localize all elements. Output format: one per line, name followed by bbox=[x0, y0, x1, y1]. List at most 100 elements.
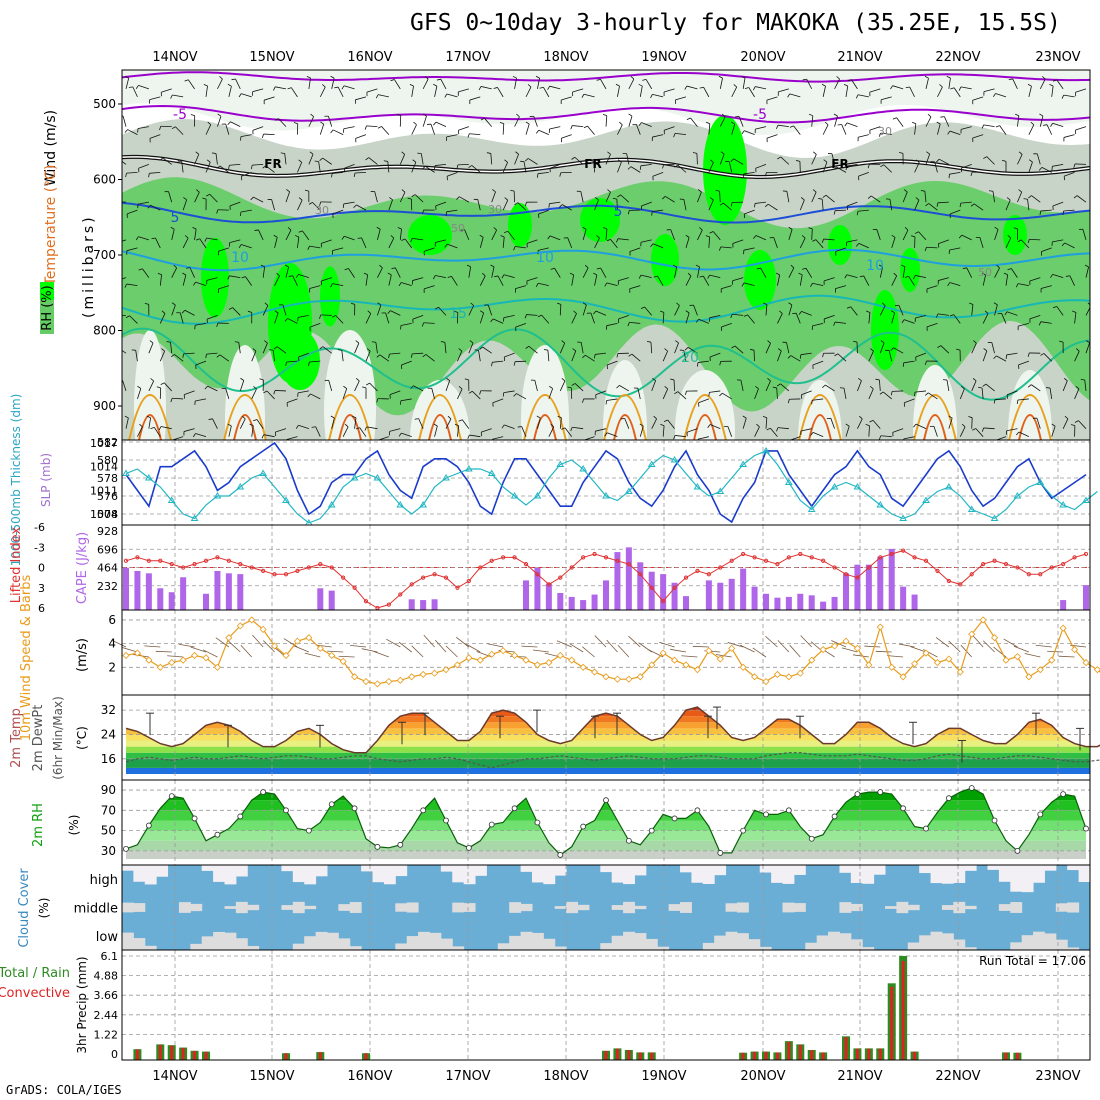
wind-barb bbox=[297, 390, 309, 394]
cape-bar bbox=[648, 571, 655, 610]
wind-barb-flag bbox=[1062, 210, 1064, 216]
wind-barb-flag bbox=[421, 322, 424, 327]
wind-barb-flag bbox=[298, 159, 303, 163]
wind-speed-marker bbox=[831, 642, 839, 650]
wind-barb-flag bbox=[696, 362, 699, 367]
wind-barb-flag bbox=[330, 129, 334, 134]
wind-barb-flag bbox=[962, 267, 967, 269]
wind-barb-flag bbox=[855, 94, 859, 99]
wind-barb bbox=[366, 88, 378, 93]
li-marker bbox=[489, 558, 494, 563]
wind-barb-flag bbox=[742, 415, 747, 419]
wind-barb-flag bbox=[710, 159, 714, 163]
rh-tick-label: 90 bbox=[101, 783, 116, 797]
surface-wind-barb bbox=[252, 634, 264, 648]
cape-bar bbox=[328, 590, 335, 610]
wind-barb-flag bbox=[446, 377, 450, 381]
wind-barb bbox=[400, 323, 412, 326]
rh-high-cell bbox=[744, 250, 776, 310]
wind-barb-flag bbox=[958, 86, 962, 91]
wind-barb-flag bbox=[960, 385, 965, 390]
wind-barb bbox=[422, 116, 427, 127]
wind-barb bbox=[160, 426, 172, 430]
low-cloud-cell bbox=[657, 946, 670, 950]
wind-barb-flag bbox=[183, 197, 187, 201]
wind-barb bbox=[359, 427, 367, 437]
wind-barb bbox=[572, 88, 584, 93]
wind-barb bbox=[1056, 306, 1064, 316]
wind-barb-flag bbox=[1003, 272, 1008, 276]
wind-barb bbox=[937, 201, 949, 204]
wind-barb-flag bbox=[353, 204, 357, 209]
temp-contour-label: -5 bbox=[173, 107, 187, 123]
wind-barb bbox=[479, 312, 485, 324]
wind-barb-flag bbox=[493, 87, 498, 89]
wind-barb bbox=[309, 323, 321, 328]
wind-barb-flag bbox=[638, 122, 642, 126]
wind-barb-flag bbox=[981, 272, 986, 276]
wind-barb bbox=[328, 116, 333, 127]
wind-speed-marker bbox=[842, 637, 850, 645]
wind-barb bbox=[755, 126, 767, 130]
wind-barb bbox=[858, 242, 870, 249]
wind-barb bbox=[670, 229, 675, 241]
wind-speed-marker bbox=[476, 656, 484, 664]
li-marker bbox=[386, 602, 391, 607]
wind-barb bbox=[559, 380, 566, 392]
rh-marker bbox=[740, 827, 747, 834]
wind-barb bbox=[811, 228, 813, 240]
wind-barb-flag bbox=[958, 234, 963, 239]
wind-barb bbox=[388, 274, 392, 286]
wind-barb bbox=[766, 134, 778, 139]
wind-barb bbox=[122, 277, 127, 280]
li-marker bbox=[626, 562, 631, 567]
wind-barb bbox=[760, 267, 767, 278]
wind-barb-flag bbox=[619, 121, 623, 126]
wind-barb bbox=[892, 428, 904, 433]
surface-wind-barb bbox=[121, 647, 138, 653]
thickness-marker bbox=[144, 474, 153, 481]
precip-conv-bar bbox=[810, 1050, 814, 1060]
wind-barb-flag bbox=[410, 353, 413, 358]
li-marker bbox=[661, 599, 666, 604]
wind-barb bbox=[266, 390, 275, 400]
wind-barb bbox=[219, 165, 230, 173]
wind-barb-flag bbox=[550, 423, 555, 428]
high-cloud-cell bbox=[1021, 865, 1034, 893]
precip-conv-bar bbox=[604, 1050, 608, 1060]
wind-barb-flag bbox=[1007, 268, 1012, 271]
wind-barb-flag bbox=[171, 302, 176, 306]
wind-barb bbox=[241, 93, 252, 98]
li-marker bbox=[912, 555, 917, 560]
wind-barb bbox=[857, 418, 863, 429]
wind-barb bbox=[271, 199, 275, 211]
wind-barb-flag bbox=[731, 121, 735, 125]
wind-barb-flag bbox=[398, 282, 402, 287]
rh-fill-group bbox=[126, 788, 1086, 859]
wind-barb bbox=[834, 115, 838, 127]
wind-barb-flag bbox=[766, 427, 771, 431]
wind-barb bbox=[959, 388, 965, 400]
wind-barb bbox=[835, 285, 847, 290]
li-marker bbox=[1003, 562, 1009, 567]
thickness-marker bbox=[670, 456, 679, 463]
wind-barb-flag bbox=[158, 426, 162, 431]
wind-barb-flag bbox=[612, 197, 617, 200]
low-cloud-cell bbox=[395, 943, 408, 950]
precip-conv-bar bbox=[775, 1052, 779, 1060]
temp-contour-line bbox=[122, 201, 1090, 224]
temp-tick-label: 32 bbox=[101, 703, 116, 717]
li-marker bbox=[683, 575, 689, 580]
li-marker bbox=[969, 572, 974, 577]
wind-barb bbox=[857, 209, 869, 212]
wind-barb bbox=[199, 238, 207, 249]
wind-barb-flag bbox=[254, 229, 259, 231]
wind-speed-marker bbox=[853, 644, 861, 652]
rh-marker bbox=[625, 837, 632, 844]
wind-barb bbox=[732, 277, 744, 282]
wind-barb bbox=[999, 125, 1007, 135]
wind-barb bbox=[1017, 115, 1020, 127]
surface-wind-barb bbox=[1013, 645, 1030, 653]
li-marker bbox=[603, 555, 609, 560]
wind-barb-flag bbox=[500, 235, 505, 238]
